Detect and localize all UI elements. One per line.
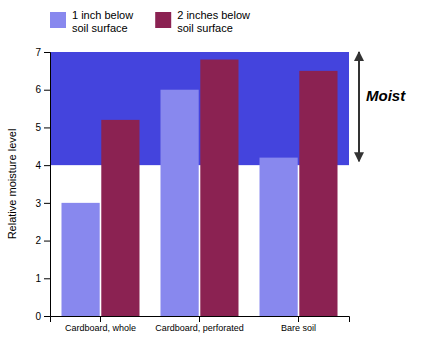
- legend-item: 2 inches belowsoil surface: [155, 9, 250, 34]
- bar: [101, 120, 139, 316]
- y-tick-mark: [44, 127, 50, 128]
- y-tick-label: 4: [35, 160, 41, 171]
- y-tick: 1: [35, 273, 50, 284]
- y-tick-label: 3: [35, 198, 41, 209]
- x-tick: Bare soil: [281, 316, 316, 333]
- y-tick-mark: [44, 165, 50, 166]
- legend-label: 1 inch belowsoil surface: [72, 9, 133, 34]
- x-tick-label: Bare soil: [281, 323, 316, 333]
- x-tick-label: Cardboard, perforated: [155, 323, 244, 333]
- y-tick-mark: [44, 316, 50, 317]
- x-axis: Cardboard, whole Cardboard, perforated Bar…: [51, 316, 350, 333]
- bar-series: [61, 90, 297, 316]
- annotation-text: Moist: [366, 87, 406, 104]
- y-tick-mark: [44, 278, 50, 279]
- y-tick-label: 5: [35, 122, 41, 133]
- chart: 0 1 2 3 4 5 6 7 Cardboard, whole Cardboard, perfo…: [0, 0, 421, 350]
- y-axis: 0 1 2 3 4 5 6 7: [35, 47, 50, 322]
- y-tick-mark: [44, 241, 50, 242]
- bar: [200, 60, 238, 316]
- y-tick: 0: [35, 311, 50, 322]
- x-tick: Cardboard, perforated: [155, 316, 244, 333]
- x-tick: Cardboard, whole: [65, 316, 136, 333]
- y-axis-title: Relative moisture level: [6, 129, 18, 240]
- y-tick-label: 2: [35, 235, 41, 246]
- annotation-arrow: [358, 52, 360, 161]
- legend-swatch: [50, 12, 66, 28]
- y-tick-label: 0: [35, 311, 41, 322]
- x-tick-mark: [298, 316, 299, 322]
- y-tick: 2: [35, 235, 50, 246]
- y-tick: 6: [35, 84, 50, 95]
- y-tick: 5: [35, 122, 50, 133]
- y-tick: 7: [35, 47, 50, 58]
- y-tick: 4: [35, 160, 50, 171]
- x-tick-label: Cardboard, whole: [65, 323, 136, 333]
- y-axis-line: [44, 53, 51, 317]
- y-tick-mark: [44, 203, 50, 204]
- bar: [260, 158, 298, 316]
- bar: [299, 71, 337, 316]
- y-tick: 3: [35, 198, 50, 209]
- legend-item: 1 inch belowsoil surface: [50, 9, 133, 34]
- y-tick-label: 7: [35, 47, 41, 58]
- plot: 0 1 2 3 4 5 6 7 Cardboard, whole Cardboard, perfo…: [6, 47, 406, 334]
- y-tick-mark: [44, 90, 50, 91]
- y-tick-mark: [44, 52, 50, 53]
- marks: [50, 52, 349, 316]
- legend: 1 inch belowsoil surface 2 inches belowso…: [50, 9, 250, 34]
- y-tick-label: 1: [35, 273, 41, 284]
- bar-series: [101, 60, 337, 316]
- legend-swatch: [155, 12, 171, 28]
- x-tick-mark: [199, 316, 200, 322]
- bar: [160, 90, 198, 316]
- legend-label: 2 inches belowsoil surface: [177, 9, 250, 34]
- x-axis-line: [51, 317, 350, 323]
- y-tick-label: 6: [35, 84, 41, 95]
- x-tick-mark: [100, 316, 101, 322]
- bar: [61, 203, 99, 316]
